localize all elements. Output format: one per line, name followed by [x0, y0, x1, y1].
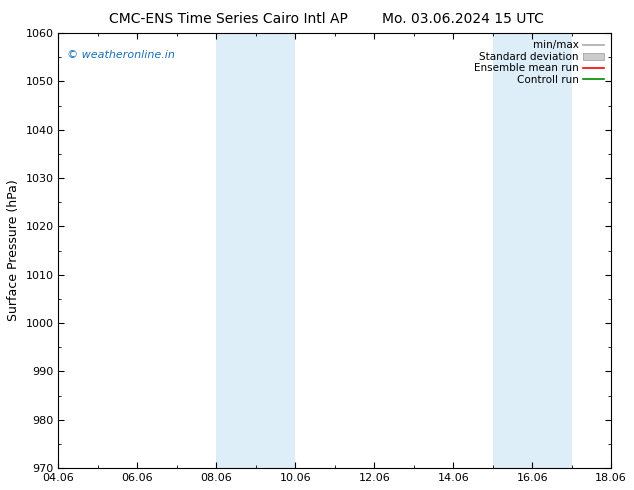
- Text: CMC-ENS Time Series Cairo Intl AP: CMC-ENS Time Series Cairo Intl AP: [109, 12, 347, 26]
- Text: © weatheronline.in: © weatheronline.in: [67, 50, 174, 60]
- Text: Mo. 03.06.2024 15 UTC: Mo. 03.06.2024 15 UTC: [382, 12, 544, 26]
- Y-axis label: Surface Pressure (hPa): Surface Pressure (hPa): [7, 180, 20, 321]
- Legend: min/max, Standard deviation, Ensemble mean run, Controll run: min/max, Standard deviation, Ensemble me…: [472, 38, 606, 87]
- Bar: [216, 33, 295, 468]
- Bar: [493, 33, 572, 468]
